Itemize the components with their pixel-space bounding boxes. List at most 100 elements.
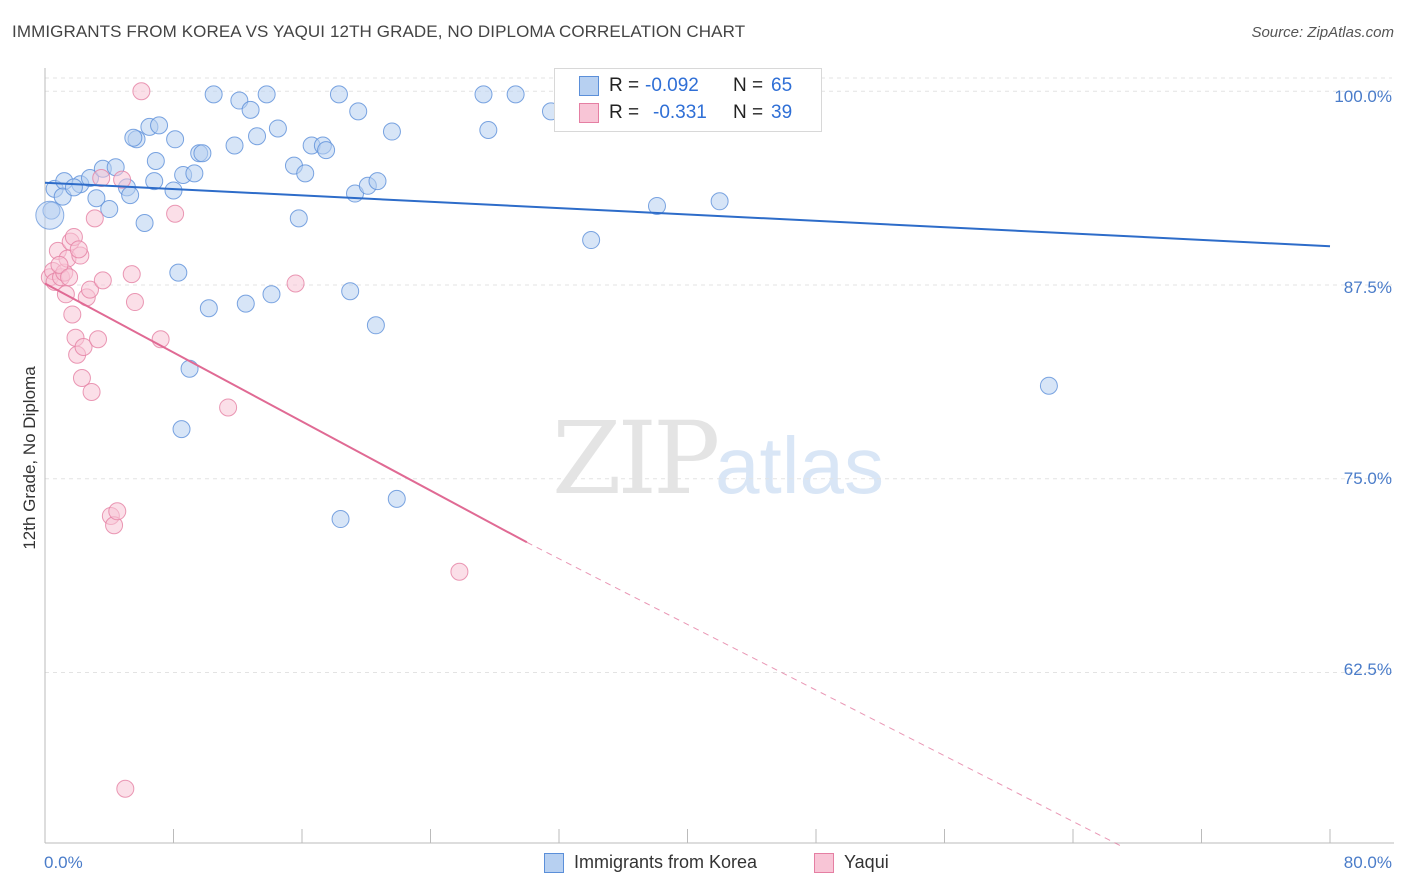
korea-point (241, 100, 260, 119)
korea-point (368, 172, 387, 191)
korea-point (382, 122, 401, 141)
yaqui-trend-line (44, 282, 528, 544)
korea-point (100, 200, 119, 219)
korea-point (135, 214, 154, 232)
x-tick-max: 80.0% (1343, 853, 1392, 872)
bottom-korea-swatch (544, 852, 564, 873)
korea-point (124, 128, 143, 147)
watermark-zip: ZIP (552, 400, 720, 517)
yaqui-point (89, 330, 108, 349)
korea-point (121, 186, 140, 205)
korea-r-label: R = (609, 75, 640, 96)
yaqui-point (80, 280, 99, 299)
korea-r-value: -0.092 (645, 75, 699, 96)
korea-point (248, 127, 267, 146)
chart-title: IMMIGRANTS FROM KOREA VS YAQUI 12TH GRAD… (12, 22, 746, 41)
yaqui-point (125, 293, 144, 312)
korea-point (35, 200, 65, 230)
bottom-legend-yaqui: Yaqui (814, 852, 889, 873)
korea-point (296, 164, 315, 183)
korea-point (166, 130, 185, 149)
stats-legend: R = -0.092 N = 65 R = -0.331 N = 39 (554, 68, 822, 132)
korea-point (257, 85, 276, 104)
korea-point (582, 231, 601, 250)
korea-n-label: N = (733, 75, 764, 96)
yaqui-point (60, 268, 79, 287)
korea-point (474, 85, 493, 104)
y-tick-62-5: 62.5% (1343, 660, 1392, 679)
korea-n-value: 65 (771, 75, 793, 96)
y-tick-75: 75.0% (1343, 469, 1392, 488)
yaqui-point (122, 265, 141, 284)
yaqui-point (50, 255, 69, 274)
korea-point (349, 102, 368, 121)
korea-point (331, 510, 350, 529)
yaqui-point (166, 204, 185, 223)
korea-point (180, 359, 199, 378)
korea-point (366, 316, 385, 335)
korea-trend-line (44, 181, 1331, 248)
yaqui-trend-extension (526, 541, 1122, 847)
yaqui-point (450, 562, 469, 581)
korea-point (506, 85, 525, 104)
source-credit: Source: ZipAtlas.com (1251, 24, 1394, 41)
korea-point (169, 263, 188, 282)
korea-point (87, 189, 106, 208)
yaqui-r-label: R = (609, 102, 640, 123)
korea-point (193, 144, 212, 163)
yaqui-point (116, 779, 135, 798)
korea-swatch (579, 76, 599, 96)
korea-point (164, 181, 183, 200)
watermark-atlas: atlas (715, 421, 884, 510)
korea-point (317, 141, 336, 160)
yaqui-point (93, 271, 112, 290)
korea-point (185, 164, 204, 183)
yaqui-point (92, 169, 111, 188)
korea-point (647, 196, 666, 215)
korea-point (387, 489, 406, 508)
korea-point (710, 192, 729, 211)
y-tick-87-5: 87.5% (1343, 278, 1392, 297)
korea-point (479, 121, 498, 139)
korea-point (329, 85, 348, 104)
yaqui-point (108, 502, 127, 521)
bottom-yaqui-label: Yaqui (844, 852, 889, 872)
yaqui-n-label: N = (733, 102, 764, 123)
yaqui-point (132, 82, 151, 101)
yaqui-swatch (579, 103, 599, 123)
korea-point (268, 119, 287, 138)
korea-point (1039, 376, 1058, 395)
korea-point (146, 152, 165, 170)
legend-row-korea: R = -0.092 N = 65 (579, 75, 792, 97)
korea-point (262, 285, 281, 304)
yaqui-point (85, 209, 104, 228)
yaqui-point (63, 305, 82, 324)
bottom-korea-label: Immigrants from Korea (574, 852, 758, 872)
yaqui-point (74, 338, 93, 356)
y-axis-label: 12th Grade, No Diploma (20, 366, 39, 550)
korea-point (204, 85, 223, 104)
korea-point (64, 178, 83, 197)
korea-point (172, 420, 191, 439)
korea-point (236, 294, 255, 313)
bottom-legend-korea: Immigrants from Korea (544, 852, 757, 873)
yaqui-r-value: -0.331 (653, 102, 707, 123)
yaqui-point (286, 274, 305, 293)
korea-point (225, 136, 244, 155)
x-tick-min: 0.0% (44, 853, 83, 872)
yaqui-point (219, 398, 238, 417)
korea-point (150, 116, 169, 135)
yaqui-point (113, 170, 132, 189)
legend-row-yaqui: R = -0.331 N = 39 (579, 102, 792, 124)
korea-point (289, 209, 308, 228)
korea-point (145, 172, 164, 191)
korea-point (199, 299, 218, 318)
yaqui-point (82, 382, 101, 401)
y-tick-100: 100.0% (1334, 87, 1392, 106)
bottom-yaqui-swatch (814, 852, 834, 873)
yaqui-point (72, 369, 91, 387)
yaqui-n-value: 39 (771, 102, 793, 123)
korea-point (341, 282, 360, 301)
yaqui-point (69, 240, 88, 259)
